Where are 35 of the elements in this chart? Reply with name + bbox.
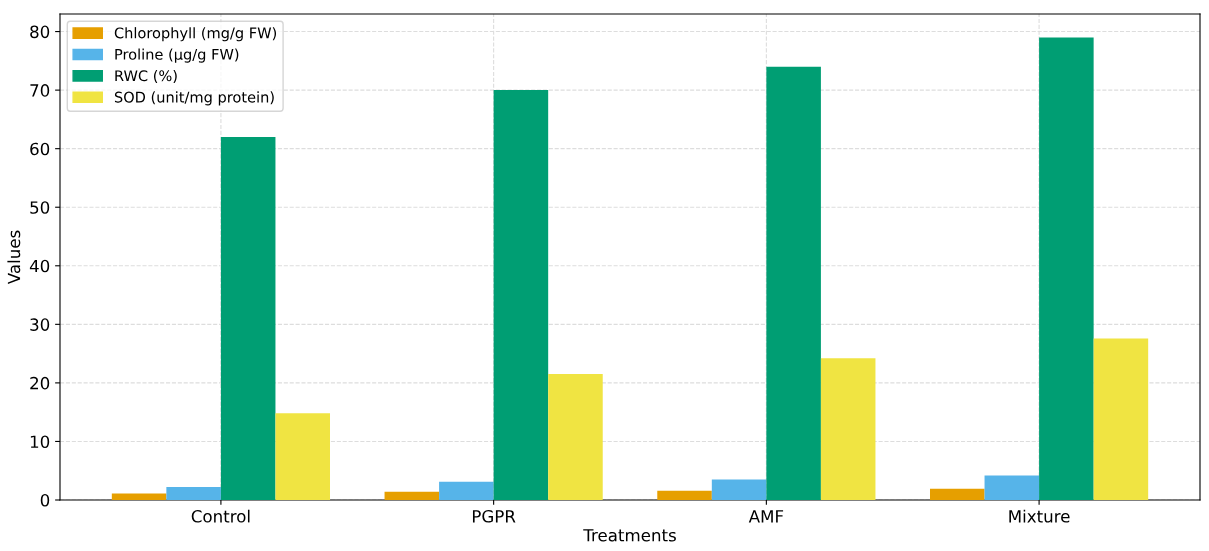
y-tick-label: 80 <box>30 25 50 39</box>
y-tick-label: 50 <box>30 201 50 214</box>
bar <box>820 358 876 500</box>
bar <box>1093 338 1149 500</box>
x-tick-label: PGPR <box>472 510 516 523</box>
y-tick-label: 0 <box>40 493 50 507</box>
y-tick-label: 40 <box>29 259 50 273</box>
bar <box>439 481 494 500</box>
bar <box>984 475 1040 500</box>
bar <box>766 66 821 500</box>
x-tick-label: AMF <box>748 510 784 523</box>
bar <box>111 493 167 500</box>
y-tick-label: 20 <box>30 376 50 390</box>
bar <box>493 90 549 500</box>
bar <box>930 488 985 500</box>
bar <box>384 491 440 500</box>
legend-label: SOD (unit/mg protein) <box>114 91 274 106</box>
x-axis-title: Treatments <box>583 529 676 542</box>
y-axis-title: Values <box>7 230 21 285</box>
bar <box>548 374 603 500</box>
legend-label: RWC (%) <box>115 69 177 83</box>
legend-label: Chlorophyll (mg/g FW) <box>114 27 277 42</box>
legend-label: Proline (µg/g FW) <box>115 48 239 63</box>
bar <box>1039 37 1094 500</box>
x-tick-label: Mixture <box>1009 509 1070 523</box>
bar <box>220 136 276 500</box>
x-tick-label: Control <box>191 509 250 523</box>
y-tick-label: 10 <box>30 435 50 449</box>
y-tick-label: 60 <box>30 142 50 156</box>
bar <box>657 490 712 500</box>
bar <box>711 479 767 500</box>
bar <box>166 487 221 500</box>
y-tick-label: 30 <box>30 318 50 331</box>
y-tick-label: 70 <box>30 84 50 97</box>
bar <box>275 413 330 500</box>
